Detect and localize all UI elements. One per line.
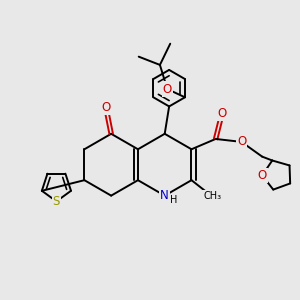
Text: N: N (160, 189, 169, 202)
Text: O: O (237, 135, 246, 148)
Text: O: O (163, 82, 172, 95)
Text: H: H (170, 195, 178, 205)
Text: O: O (257, 169, 267, 182)
Text: O: O (101, 101, 110, 114)
Text: CH₃: CH₃ (203, 191, 221, 201)
Text: O: O (218, 106, 227, 119)
Text: S: S (53, 195, 60, 208)
